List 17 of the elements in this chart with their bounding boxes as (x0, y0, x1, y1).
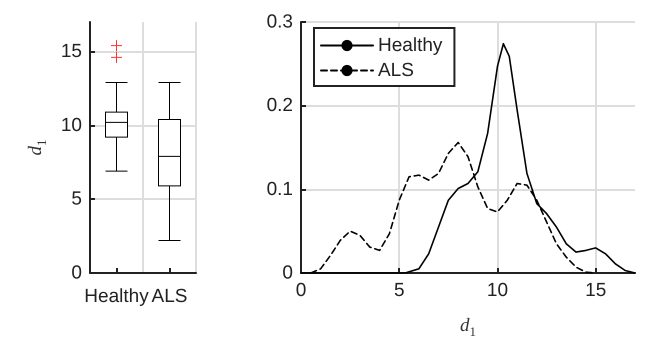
x-tick-label: Healthy (84, 286, 150, 307)
y-tick-label: 15 (60, 41, 82, 62)
y-tick-label: 5 (71, 188, 82, 210)
y-tick-label: 0.3 (266, 12, 293, 32)
y-tick-label: 0 (282, 262, 293, 284)
legend-label: Healthy (378, 35, 443, 56)
y-axis-title: d1 (25, 140, 49, 156)
x-tick-label: 5 (394, 280, 405, 301)
legend-label: ALS (378, 60, 414, 81)
y-tick-label: 0 (71, 262, 82, 284)
y-tick-label: 0.1 (266, 178, 293, 200)
x-tick-label: 10 (486, 280, 508, 301)
x-tick-label: 0 (296, 280, 306, 301)
y-tick-label: 10 (60, 114, 82, 136)
x-tick-label: 15 (585, 280, 606, 301)
y-tick-label: 0.2 (266, 95, 293, 116)
x-tick-label: ALS (152, 286, 188, 307)
